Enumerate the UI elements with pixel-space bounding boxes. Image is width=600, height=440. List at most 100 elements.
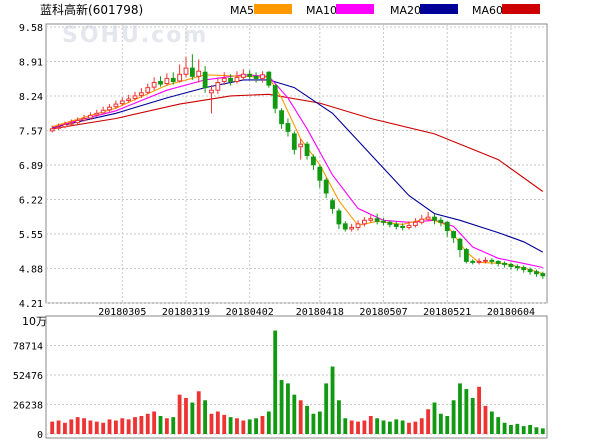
date-tick-label: 20180604: [487, 307, 535, 318]
candle-body: [444, 221, 450, 232]
candle-body: [240, 73, 246, 78]
candle-body: [489, 259, 495, 262]
candle-body: [323, 179, 329, 194]
volume-bar: [496, 417, 501, 434]
volume-bar: [426, 409, 431, 434]
volume-bar: [381, 420, 386, 434]
candle-body: [202, 71, 208, 89]
candle-body: [56, 126, 61, 129]
candle-body: [272, 85, 278, 109]
legend-label-ma60: MA60: [472, 4, 503, 17]
candle-body: [81, 117, 87, 121]
volume-bar: [247, 419, 252, 434]
candle-body: [209, 89, 214, 94]
ma-line-ma20: [52, 79, 544, 253]
volume-bar: [458, 383, 462, 434]
volume-bar: [464, 389, 469, 434]
volume-bar: [489, 411, 494, 434]
price-grid: [46, 24, 547, 304]
candle-body: [457, 238, 463, 251]
volume-bar: [356, 421, 360, 434]
price-tick-label: 8.91: [19, 58, 43, 69]
volume-bar: [419, 418, 424, 434]
volume-bar: [515, 423, 520, 434]
volume-bar: [164, 418, 169, 434]
volume-bar: [50, 421, 55, 434]
candle-body: [49, 128, 55, 132]
volume-bar: [330, 366, 335, 434]
volume-bar: [445, 416, 450, 434]
candle-body: [495, 260, 501, 264]
volume-bar: [413, 421, 418, 434]
candle-body: [247, 73, 253, 77]
candle-body: [534, 271, 539, 275]
volume-grid: [46, 345, 547, 435]
volume-bar: [432, 402, 437, 434]
volume-bar: [387, 421, 392, 434]
candle-body: [107, 106, 112, 111]
candle-body: [451, 231, 457, 239]
candle-body: [126, 98, 132, 101]
date-tick-label: 20180521: [423, 307, 471, 318]
volume-tick-label: 0: [37, 430, 43, 440]
volume-tick-label: 26238: [13, 401, 43, 412]
volume-bar: [145, 413, 150, 434]
candle-body: [215, 82, 221, 91]
candle-body: [438, 219, 444, 223]
volume-bar: [120, 418, 125, 434]
candle-body: [260, 74, 265, 79]
volume-unit: 10万: [22, 315, 47, 328]
legend-label-ma10: MA10: [306, 4, 337, 17]
candle-body: [177, 73, 183, 82]
candle-body: [266, 71, 272, 86]
candle-body: [75, 120, 81, 124]
candle-body: [349, 226, 355, 230]
volume-bar: [241, 420, 246, 434]
volume-bar: [107, 419, 112, 434]
date-axis: 20180305 20180319 20180402 20180418 20180507…: [98, 307, 535, 318]
volume-bar: [375, 418, 380, 434]
volume-bar: [292, 394, 297, 434]
volume-bar: [534, 427, 539, 434]
volume-bar: [203, 400, 208, 434]
stock-name: 蓝科高新: [40, 2, 88, 17]
candle-body: [88, 114, 93, 119]
volume-bar: [56, 420, 61, 434]
volume-bar: [266, 411, 271, 434]
volume-bar: [528, 425, 532, 434]
volume-bar: [171, 417, 176, 434]
price-tick-label: 4.88: [19, 265, 43, 276]
volume-bar: [260, 416, 265, 434]
candle-body: [432, 216, 437, 221]
date-tick-label: 20180507: [359, 307, 407, 318]
candle-body: [330, 200, 335, 209]
volume-bar: [177, 394, 182, 434]
date-tick-label: 20180319: [162, 307, 210, 318]
candle-body: [374, 218, 380, 222]
candle-body: [381, 220, 386, 223]
candle-body: [527, 269, 533, 273]
candle-body: [221, 77, 227, 82]
volume-bar: [126, 419, 131, 434]
volume-bar: [254, 418, 258, 434]
candle-body: [279, 110, 284, 125]
volume-bar: [88, 420, 93, 434]
volume-bar: [483, 405, 488, 434]
candle-body: [113, 103, 119, 108]
volume-bar: [273, 330, 278, 434]
price-tick-label: 6.89: [19, 161, 43, 172]
candle-body: [304, 143, 310, 156]
candle-body: [138, 92, 144, 96]
candle-body: [151, 82, 157, 88]
legend: MA5 MA10 MA20 MA60: [230, 4, 540, 17]
legend-label-ma20: MA20: [390, 4, 421, 17]
volume-bar: [158, 416, 163, 434]
volume-bar: [196, 391, 201, 434]
volume-bar: [349, 420, 354, 434]
volume-bar: [184, 398, 188, 434]
volume-bar: [215, 411, 220, 434]
volume-bar: [540, 428, 545, 434]
candle-body: [164, 77, 170, 85]
candlesticks: [49, 54, 546, 279]
volume-bar: [502, 422, 507, 434]
